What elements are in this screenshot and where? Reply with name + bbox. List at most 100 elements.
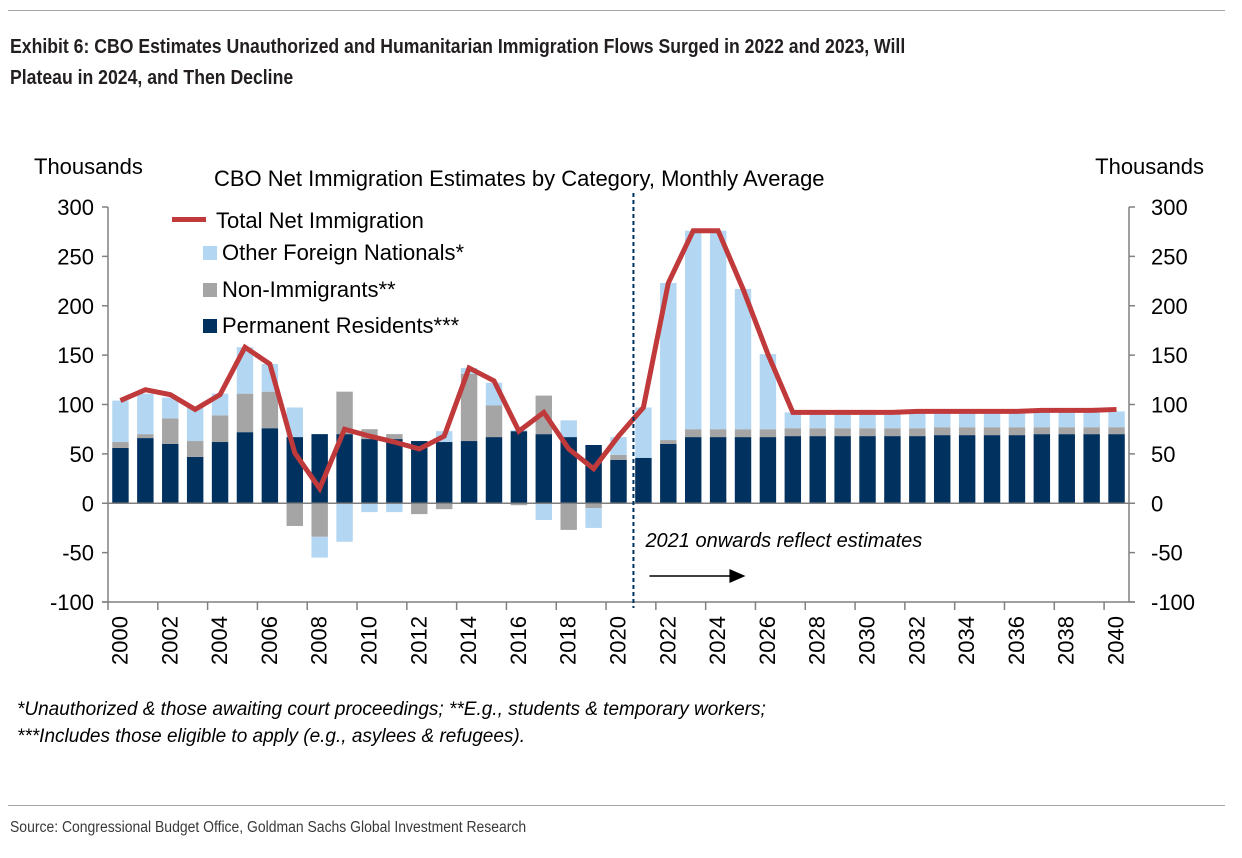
bar-non-immigrants-2003: [186, 441, 204, 457]
bar-non-immigrants-2036: [1008, 427, 1026, 436]
legend: Total Net Immigration Other Foreign Nati…: [172, 208, 465, 338]
bar-other-foreign-nationals-2003: [186, 407, 204, 442]
total-net-immigration-line: [119, 228, 1117, 494]
right-axis-unit-label: Thousands: [1095, 154, 1204, 179]
legend-label-total: Total Net Immigration: [216, 208, 424, 233]
x-tick-label: 2000: [107, 616, 132, 665]
bar-other-foreign-nationals-2021: [635, 407, 652, 458]
bar-other-foreign-nationals-2024: [709, 230, 727, 430]
bar-non-immigrants-2040: [1108, 427, 1125, 435]
bar-permanent-residents-2019: [585, 444, 602, 504]
bar-other-foreign-nationals-2008: [311, 536, 328, 558]
bar-other-foreign-nationals-2029: [834, 412, 851, 429]
bar-permanent-residents-2010: [361, 439, 378, 504]
bar-permanent-residents-2006: [261, 428, 279, 504]
bar-other-foreign-nationals-2022: [660, 283, 677, 441]
bar-non-immigrants-2030: [859, 428, 876, 437]
left-y-tick-label: 0: [82, 491, 94, 516]
bar-permanent-residents-2026: [759, 437, 777, 504]
estimates-annotation: 2021 onwards reflect estimates: [644, 530, 922, 552]
x-tick-label: 2038: [1054, 616, 1079, 665]
arrow-head-icon: [729, 569, 746, 583]
axes-layer: 300 300 250 250 200 200 150 150 100 100 50 50 0 0 -50 -…: [50, 195, 1195, 665]
bar-non-immigrants-2011: [386, 434, 403, 440]
bar-permanent-residents-2000: [112, 447, 129, 504]
bar-non-immigrants-2027: [784, 428, 802, 437]
left-y-tick-label: 250: [57, 244, 94, 269]
bar-permanent-residents-2030: [859, 436, 876, 504]
bar-other-foreign-nationals-2032: [909, 412, 926, 429]
source-note: Source: Congressional Budget Office, Gol…: [10, 819, 527, 836]
bar-other-foreign-nationals-2010: [361, 503, 378, 513]
bar-non-immigrants-2023: [684, 429, 702, 438]
bar-non-immigrants-2033: [934, 427, 951, 436]
exhibit-title: Exhibit 6: CBO Estimates Unauthorized an…: [10, 31, 1059, 93]
left-y-tick-label: 50: [70, 442, 94, 467]
bar-non-immigrants-2029: [834, 428, 851, 437]
footnote-line-1: *Unauthorized & those awaiting court pro…: [17, 699, 766, 720]
bar-permanent-residents-2031: [884, 436, 901, 504]
bar-other-foreign-nationals-2033: [934, 411, 951, 428]
bar-permanent-residents-2025: [734, 437, 752, 504]
bar-other-foreign-nationals-2025: [734, 288, 752, 430]
chart-title: CBO Net Immigration Estimates by Categor…: [214, 166, 825, 191]
x-tick-label: 2040: [1104, 616, 1129, 665]
bar-non-immigrants-2006: [261, 391, 279, 429]
bar-non-immigrants-2034: [958, 427, 976, 436]
bar-other-foreign-nationals-2023: [684, 230, 702, 430]
x-tick-label: 2016: [506, 616, 531, 665]
bar-other-foreign-nationals-2002: [162, 397, 179, 419]
bar-permanent-residents-2033: [934, 435, 951, 504]
bar-permanent-residents-2035: [983, 435, 1001, 504]
bar-permanent-residents-2037: [1033, 434, 1051, 504]
bar-permanent-residents-2009: [336, 434, 353, 504]
bottom-divider: [8, 805, 1225, 806]
bar-permanent-residents-2011: [386, 439, 403, 504]
left-y-tick-label: 150: [57, 343, 94, 368]
bar-non-immigrants-2018: [560, 503, 577, 530]
bar-other-foreign-nationals-2039: [1083, 411, 1100, 428]
bar-other-foreign-nationals-2011: [386, 503, 403, 513]
right-y-tick-label: 150: [1151, 343, 1188, 368]
bar-permanent-residents-2021: [635, 457, 652, 504]
annotation-layer: 2021 onwards reflect estimates: [632, 193, 922, 608]
bar-other-foreign-nationals-2018: [560, 420, 577, 438]
left-y-tick-label: 100: [57, 393, 94, 418]
bar-permanent-residents-2024: [709, 437, 727, 504]
bar-permanent-residents-2005: [236, 432, 254, 504]
legend-label-other-foreign-nationals: Other Foreign Nationals*: [222, 240, 465, 265]
bar-permanent-residents-2034: [958, 435, 976, 504]
legend-item-total: Total Net Immigration: [172, 208, 424, 233]
footnotes: *Unauthorized & those awaiting court pro…: [17, 696, 766, 750]
bar-permanent-residents-2027: [784, 436, 802, 504]
bar-non-immigrants-2022: [660, 440, 677, 444]
bar-non-immigrants-2024: [709, 429, 727, 438]
x-tick-label: 2002: [157, 616, 182, 665]
exhibit-title-line-1: Exhibit 6: CBO Estimates Unauthorized an…: [10, 35, 906, 58]
bar-permanent-residents-2014: [460, 441, 478, 504]
bar-permanent-residents-2012: [411, 441, 428, 504]
bar-non-immigrants-2039: [1083, 427, 1100, 435]
legend-swatch-light-blue: [203, 246, 217, 260]
bar-other-foreign-nationals-2036: [1008, 411, 1026, 428]
bar-other-foreign-nationals-2035: [983, 411, 1001, 428]
x-tick-label: 2026: [755, 616, 780, 665]
line-layer: [119, 228, 1117, 494]
bar-other-foreign-nationals-2027: [784, 412, 802, 429]
bar-permanent-residents-2023: [684, 437, 702, 504]
x-tick-label: 2018: [556, 616, 581, 665]
bar-non-immigrants-2031: [884, 428, 901, 437]
bar-other-foreign-nationals-2028: [809, 412, 826, 429]
bar-permanent-residents-2039: [1083, 434, 1100, 504]
bar-other-foreign-nationals-2031: [884, 412, 901, 429]
bar-permanent-residents-2016: [510, 431, 528, 504]
bar-non-immigrants-2014: [460, 373, 478, 442]
bar-permanent-residents-2015: [485, 437, 503, 504]
bar-other-foreign-nationals-2000: [112, 400, 129, 443]
bar-permanent-residents-2022: [660, 444, 677, 504]
bar-permanent-residents-2004: [211, 442, 229, 504]
bar-non-immigrants-2000: [112, 442, 129, 448]
bar-non-immigrants-2035: [983, 427, 1001, 436]
bar-non-immigrants-2004: [211, 415, 229, 443]
bar-permanent-residents-2038: [1058, 434, 1075, 504]
